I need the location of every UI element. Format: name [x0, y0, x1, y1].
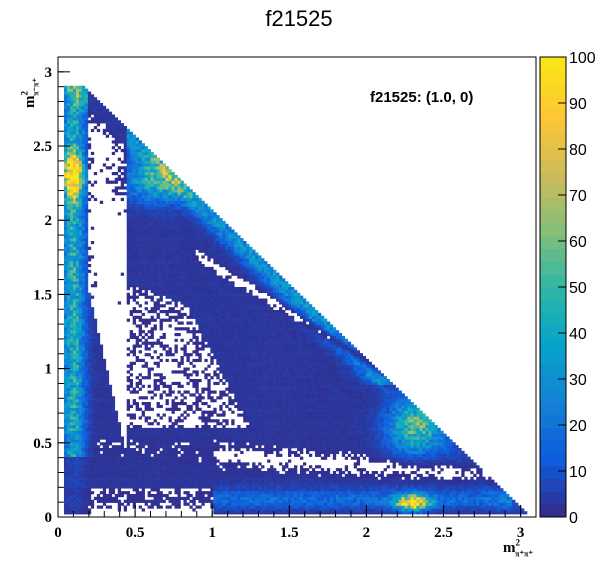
chart-title: f21525: [265, 6, 333, 31]
y-axis-label: m2 π⁻π⁺: [19, 78, 40, 108]
colorbar-segment: [540, 57, 566, 71]
colorbar-segment: [540, 172, 566, 186]
colorbar-segment: [540, 312, 566, 326]
colorbar-segment: [540, 414, 566, 428]
colorbar-tick-label: 100: [569, 50, 596, 67]
colorbar-segment: [540, 376, 566, 390]
colorbar-segment: [540, 235, 566, 250]
x-tick-label: 3: [517, 525, 525, 541]
x-axis-label: m2 π⁺π⁺: [503, 537, 533, 558]
colorbar-segment: [540, 146, 566, 160]
y-tick-label: 1: [45, 362, 53, 378]
colorbar-segment: [540, 69, 566, 83]
colorbar-segment: [540, 274, 566, 288]
colorbar-tick-label: 80: [569, 142, 587, 159]
colorbar-segment: [540, 363, 566, 377]
x-tick-label: 0: [54, 525, 62, 541]
colorbar: 0 10 20 30 40 50 60 70 80 90 100: [539, 50, 596, 527]
y-tick-label: 1.5: [33, 287, 52, 303]
colorbar-segment: [540, 248, 566, 262]
plot-frame: [57, 56, 537, 518]
colorbar-tick-label: 0: [569, 510, 578, 527]
colorbar-tick-label: 60: [569, 234, 587, 251]
colorbar-segment: [540, 95, 566, 109]
colorbar-segment: [540, 197, 566, 211]
colorbar-tick-label: 10: [569, 464, 587, 481]
x-tick-label: 0.5: [126, 525, 145, 541]
colorbar-tick-label: 30: [569, 372, 587, 389]
colorbar-segment: [540, 478, 566, 492]
colorbar-segment: [540, 338, 566, 352]
colorbar-segment: [540, 120, 566, 135]
y-tick-label: 3: [45, 65, 53, 81]
colorbar-tick-label: 90: [569, 96, 587, 113]
colorbar-segment: [540, 184, 566, 198]
colorbar-segment: [540, 491, 566, 505]
colorbar-tick-label: 40: [569, 326, 587, 343]
x-tick-label: 2: [363, 525, 371, 541]
colorbar-segment: [540, 440, 566, 454]
colorbar-segment: [540, 108, 566, 122]
colorbar-segment: [540, 389, 566, 403]
colorbar-segment: [540, 261, 566, 275]
colorbar-segment: [540, 350, 566, 365]
y-tick-label: 2.5: [33, 139, 52, 155]
colorbar-segment: [540, 210, 566, 224]
colorbar-tick-label: 70: [569, 188, 587, 205]
y-tick-label: 0: [45, 510, 53, 526]
colorbar-segment: [540, 133, 566, 147]
x-tick-label: 1.5: [280, 525, 299, 541]
x-axis: 0 0.5 1 1.5 2 2.5 3: [54, 505, 524, 541]
colorbar-segment: [540, 223, 566, 237]
x-tick-label: 1: [208, 525, 216, 541]
colorbar-segment: [540, 402, 566, 416]
y-axis: 0 0.5 1 1.5 2 2.5 3: [33, 65, 70, 526]
colorbar-segment: [540, 427, 566, 441]
heatmap-cells: [63, 85, 528, 515]
colorbar-segment: [540, 325, 566, 339]
colorbar-segment: [540, 465, 566, 480]
y-tick-label: 2: [45, 213, 53, 229]
colorbar-tick-label: 50: [569, 280, 587, 297]
colorbar-segment: [540, 453, 566, 467]
colorbar-tick-label: 20: [569, 418, 587, 435]
colorbar-segment: [540, 299, 566, 313]
annotation-text: f21525: (1.0, 0): [370, 89, 473, 106]
y-tick-label: 0.5: [33, 436, 52, 452]
colorbar-segment: [540, 287, 566, 301]
colorbar-segment: [540, 504, 566, 518]
colorbar-segment: [540, 159, 566, 173]
colorbar-segment: [540, 82, 566, 96]
x-tick-label: 2.5: [434, 525, 453, 541]
